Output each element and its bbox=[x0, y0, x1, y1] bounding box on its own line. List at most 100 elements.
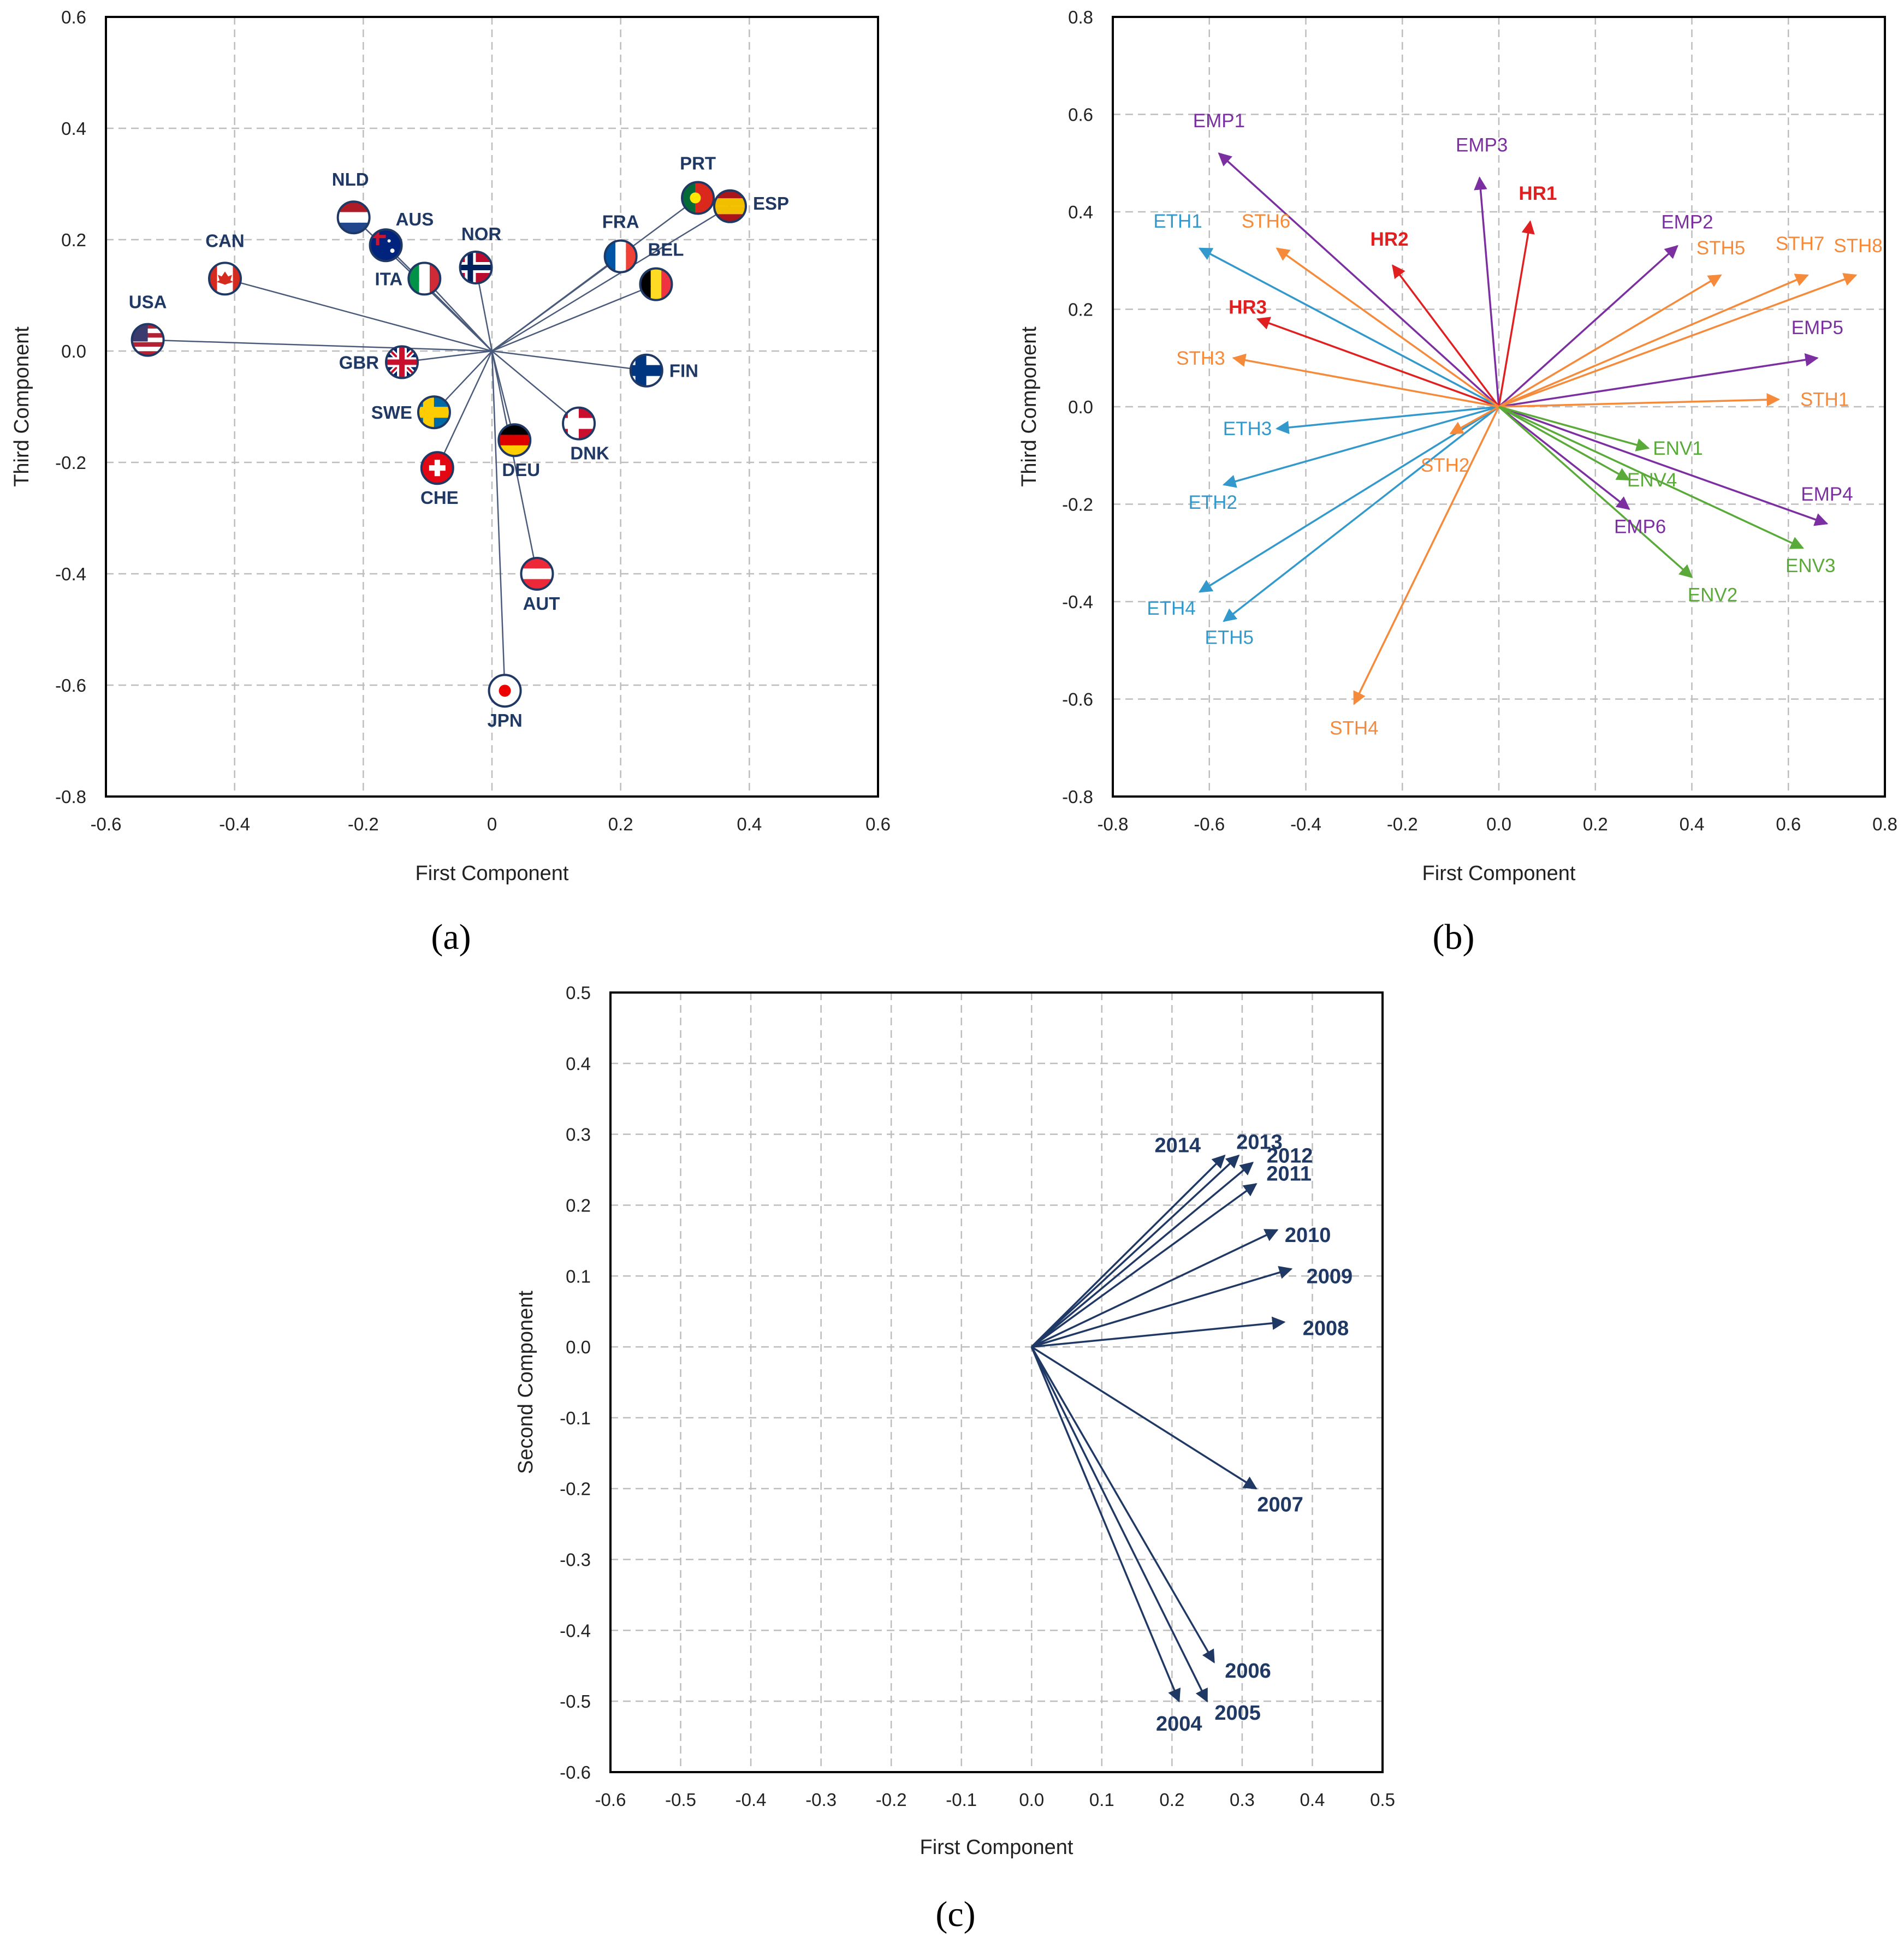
flag-emblem bbox=[690, 192, 701, 204]
loading-label: EMP4 bbox=[1801, 484, 1853, 505]
x-tick-label: 0.2 bbox=[1159, 1790, 1184, 1810]
country-label: JPN bbox=[487, 710, 522, 730]
x-tick-label: -0.3 bbox=[805, 1790, 837, 1810]
loading-label: HR1 bbox=[1519, 183, 1557, 204]
country-label: USA bbox=[129, 292, 167, 312]
flag-ring bbox=[639, 267, 673, 301]
flag-ring bbox=[562, 406, 596, 441]
x-tick-label: 0.4 bbox=[737, 814, 762, 834]
us-flag-icon bbox=[131, 323, 165, 357]
flag-ring bbox=[417, 395, 451, 430]
y-tick-label: 0.8 bbox=[1068, 7, 1093, 27]
loading-arrow-hr3 bbox=[1256, 317, 1499, 408]
country-label: BEL bbox=[648, 240, 684, 260]
loading-arrow-eth5 bbox=[1223, 406, 1500, 622]
x-tick-label: -0.2 bbox=[1387, 814, 1418, 834]
y-tick-label: 0.0 bbox=[61, 341, 86, 361]
y-tick-label: -0.6 bbox=[55, 675, 86, 696]
y-tick-label: 0.4 bbox=[1068, 202, 1093, 222]
year-label: 2005 bbox=[1214, 1702, 1261, 1725]
country-label: CAN bbox=[205, 230, 245, 251]
loading-arrow-sth4 bbox=[1353, 406, 1500, 705]
loading-arrow-emp5 bbox=[1498, 353, 1819, 408]
loading-label: STH3 bbox=[1176, 348, 1225, 369]
loading-label: ETH5 bbox=[1205, 627, 1254, 649]
x-tick-label: -0.5 bbox=[665, 1790, 696, 1810]
flag-band bbox=[386, 359, 418, 365]
y-tick-label: -0.8 bbox=[55, 787, 86, 807]
year-label: 2012 bbox=[1267, 1145, 1313, 1168]
year-arrow-2004 bbox=[1030, 1346, 1181, 1703]
year-label: 2006 bbox=[1225, 1660, 1271, 1683]
plot-frame bbox=[1112, 16, 1886, 798]
flag-ring bbox=[131, 323, 165, 357]
y-tick-label: -0.3 bbox=[560, 1550, 591, 1570]
score-ray bbox=[491, 283, 656, 352]
loading-label: EMP6 bbox=[1614, 516, 1666, 537]
loading-arrow-emp3 bbox=[1474, 176, 1500, 407]
flag-band bbox=[563, 418, 595, 429]
y-tick-label: 0.2 bbox=[61, 230, 86, 250]
germany-flag-icon bbox=[497, 423, 532, 457]
loading-arrow-eth3 bbox=[1276, 406, 1499, 435]
flag-ring bbox=[497, 423, 532, 457]
loading-arrow-emp6 bbox=[1498, 406, 1630, 510]
loading-arrow-sth7 bbox=[1498, 274, 1809, 408]
flag-band bbox=[337, 212, 370, 223]
x-tick-label: 0.0 bbox=[1486, 814, 1511, 834]
uk-flag-icon bbox=[385, 345, 419, 379]
canada-flag-icon bbox=[207, 262, 242, 296]
year-arrow-2008 bbox=[1031, 1316, 1286, 1348]
country-label: AUS bbox=[396, 209, 434, 229]
x-tick-label: 0.4 bbox=[1680, 814, 1705, 834]
y-tick-label: 0.1 bbox=[566, 1266, 591, 1286]
flag-band bbox=[615, 240, 626, 272]
loading-arrow-hr1 bbox=[1498, 220, 1535, 407]
score-ray bbox=[491, 205, 731, 352]
flag-band bbox=[460, 265, 492, 270]
y-tick-label: -0.4 bbox=[560, 1620, 591, 1641]
year-arrow-2007 bbox=[1031, 1346, 1258, 1490]
x-tick-label: 0.5 bbox=[1370, 1790, 1395, 1810]
year-label: 2010 bbox=[1285, 1224, 1331, 1247]
flag-ring bbox=[420, 451, 454, 485]
flag-band bbox=[521, 568, 553, 579]
loading-label: ENV3 bbox=[1786, 555, 1835, 577]
year-label: 2009 bbox=[1307, 1265, 1353, 1288]
y-tick-label: -0.5 bbox=[560, 1691, 591, 1712]
y-tick-label: 0.0 bbox=[566, 1337, 591, 1357]
loading-label: STH1 bbox=[1800, 389, 1849, 411]
score-ray bbox=[224, 278, 493, 352]
flag-band bbox=[630, 365, 662, 376]
loading-label: ENV1 bbox=[1653, 438, 1703, 459]
loading-label: EMP5 bbox=[1792, 317, 1843, 338]
country-label: GBR bbox=[339, 352, 379, 372]
loading-arrow-eth2 bbox=[1222, 406, 1499, 488]
y-axis-label: Third Component bbox=[10, 326, 33, 487]
flag-star bbox=[390, 248, 395, 253]
x-tick-label: 0.2 bbox=[1583, 814, 1608, 834]
x-tick-label: -0.4 bbox=[219, 814, 250, 834]
flag-ring bbox=[369, 228, 403, 263]
loading-label: STH7 bbox=[1776, 233, 1824, 254]
y-tick-label: -0.2 bbox=[1062, 495, 1093, 515]
flag-ring bbox=[629, 353, 663, 388]
loading-arrow-sth6 bbox=[1276, 247, 1500, 408]
year-arrow-2005 bbox=[1030, 1346, 1208, 1703]
japan-flag-icon bbox=[488, 674, 522, 708]
loading-arrow-eth1 bbox=[1198, 247, 1499, 408]
maple-leaf bbox=[216, 271, 233, 285]
panel-a-label: (a) bbox=[431, 917, 471, 957]
loading-arrow-hr2 bbox=[1392, 264, 1500, 408]
year-arrow-2006 bbox=[1030, 1346, 1215, 1663]
flag-band bbox=[499, 435, 531, 445]
y-tick-label: 0.5 bbox=[566, 983, 591, 1003]
panel-c-year-loadings: -0.6 -0.5 -0.4 -0.3 -0.2 -0.1 0.0 0.1 0.2 0.3 0.4 0… bbox=[514, 983, 1395, 1859]
loading-label: ETH3 bbox=[1223, 418, 1272, 439]
plot-frame bbox=[105, 16, 879, 798]
loading-arrow-env4 bbox=[1498, 406, 1630, 481]
flag-band bbox=[429, 465, 446, 471]
y-tick-label: -0.2 bbox=[560, 1479, 591, 1499]
loading-arrow-sth5 bbox=[1498, 274, 1722, 408]
flag-ring bbox=[385, 345, 419, 379]
